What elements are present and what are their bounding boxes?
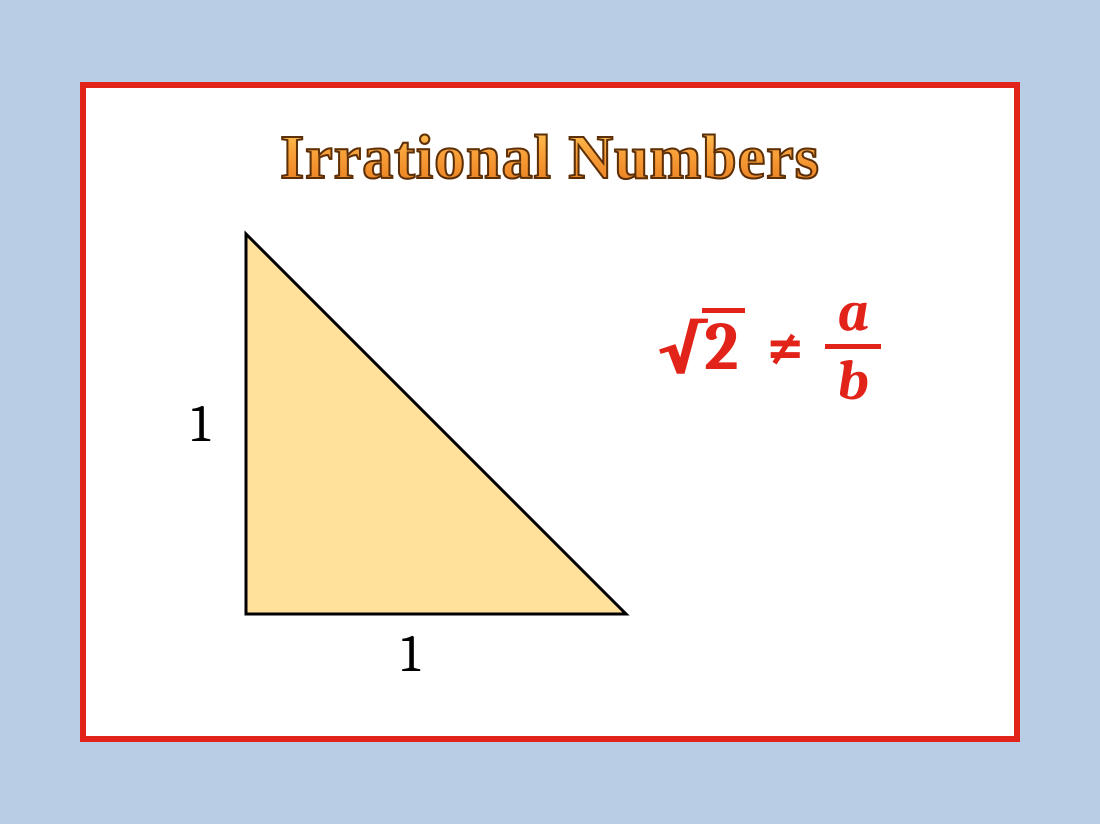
fraction-expression: a b [825, 284, 881, 409]
infographic-frame: Irrational Numbers 1 1 √ 2 ≠ a b [80, 82, 1020, 742]
sqrt-symbol: √ [656, 315, 708, 383]
sqrt-radicand: 2 [702, 308, 744, 381]
square-root-expression: √ 2 [656, 310, 745, 383]
fraction-denominator: b [828, 349, 880, 409]
side-label-vertical: 1 [191, 394, 210, 454]
irrationality-equation: √ 2 ≠ a b [656, 284, 881, 409]
right-triangle-svg [236, 224, 636, 624]
title-heading: Irrational Numbers [126, 123, 974, 194]
side-label-horizontal: 1 [401, 624, 420, 684]
content-area: 1 1 √ 2 ≠ a b [126, 194, 974, 694]
fraction-numerator: a [828, 284, 880, 344]
triangle-shape [246, 234, 626, 614]
triangle-diagram [236, 224, 636, 624]
not-equal-operator: ≠ [767, 311, 804, 383]
